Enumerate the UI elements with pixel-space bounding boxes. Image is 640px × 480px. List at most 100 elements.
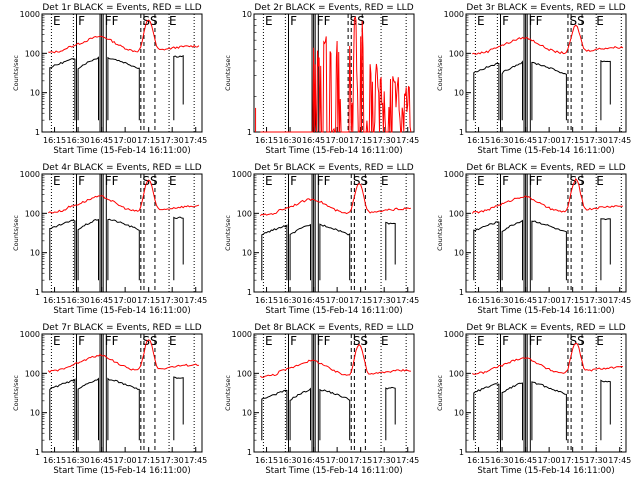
x-tick-label: 17:30 bbox=[373, 456, 396, 465]
x-tick-label: 17:30 bbox=[161, 136, 184, 145]
x-axis-label: Start Time (15-Feb-14 16:11:00) bbox=[477, 306, 614, 316]
y-tick-label: 100 bbox=[449, 369, 464, 378]
events-series-line bbox=[319, 388, 351, 441]
x-tick-label: 17:30 bbox=[373, 136, 396, 145]
y-tick-label: 1 bbox=[459, 288, 464, 297]
y-tick-label: 100 bbox=[237, 209, 252, 218]
marker-label: E bbox=[265, 334, 273, 348]
x-tick-label: 17:00 bbox=[114, 136, 137, 145]
events-series-line bbox=[261, 224, 288, 281]
panel-title: Det 1r BLACK = Events, RED = LLD bbox=[42, 3, 201, 13]
y-tick-label: 10 bbox=[454, 409, 464, 418]
lld-series-line bbox=[472, 24, 624, 55]
x-tick-label: 16:45 bbox=[514, 296, 537, 305]
marker-label: F bbox=[290, 174, 297, 188]
y-tick-label: 10 bbox=[30, 89, 40, 98]
y-tick-label: 100 bbox=[449, 49, 464, 58]
y-tick-label: 10 bbox=[242, 10, 252, 19]
x-tick-label: 16:45 bbox=[90, 296, 113, 305]
x-tick-label: 16:45 bbox=[514, 456, 537, 465]
y-axis-label: Counts/sec bbox=[224, 375, 232, 411]
x-tick-label: 16:30 bbox=[279, 296, 302, 305]
x-axis-label: Start Time (15-Feb-14 16:11:00) bbox=[265, 466, 402, 476]
plot-frame bbox=[41, 13, 203, 133]
x-tick-label: 17:45 bbox=[184, 456, 207, 465]
marker-label: FF bbox=[529, 334, 543, 348]
lld-series-line bbox=[47, 339, 199, 373]
panel-title: Det 8r BLACK = Events, RED = LLD bbox=[254, 323, 413, 333]
marker-label: F bbox=[502, 334, 509, 348]
marker-label: E bbox=[596, 14, 604, 28]
y-tick-label: 1 bbox=[459, 128, 464, 137]
events-series-line bbox=[501, 60, 523, 121]
marker-label: FF bbox=[105, 174, 119, 188]
x-axis-label: Start Time (15-Feb-14 16:11:00) bbox=[53, 306, 190, 316]
marker-label: E bbox=[265, 14, 273, 28]
y-tick-label: 1000 bbox=[232, 330, 252, 339]
x-tick-label: 17:30 bbox=[373, 296, 396, 305]
events-series-line bbox=[173, 216, 184, 281]
x-tick-label: 17:15 bbox=[561, 456, 584, 465]
y-tick-label: 100 bbox=[449, 209, 464, 218]
marker-label: F bbox=[290, 334, 297, 348]
plot-frame bbox=[253, 333, 415, 453]
events-series-line bbox=[531, 381, 567, 441]
x-tick-label: 17:15 bbox=[349, 456, 372, 465]
marker-label: E bbox=[596, 174, 604, 188]
y-tick-label: 10 bbox=[242, 409, 252, 418]
x-tick-label: 17:45 bbox=[396, 296, 419, 305]
x-tick-label: 16:15 bbox=[467, 136, 490, 145]
marker-label: SS bbox=[350, 14, 365, 28]
x-tick-label: 16:45 bbox=[90, 136, 113, 145]
x-axis-label: Start Time (15-Feb-14 16:11:00) bbox=[265, 146, 402, 156]
x-tick-label: 17:45 bbox=[608, 296, 631, 305]
x-tick-label: 17:00 bbox=[326, 456, 349, 465]
marker-label: FF bbox=[317, 174, 331, 188]
y-tick-label: 1 bbox=[35, 128, 40, 137]
panel-title: Det 6r BLACK = Events, RED = LLD bbox=[466, 163, 625, 173]
panel-det-4: Det 4r BLACK = Events, RED = LLD 1 10 100 10… bbox=[12, 163, 207, 316]
panel-det-3: Det 3r BLACK = Events, RED = LLD 1 10 100 10… bbox=[436, 3, 631, 156]
x-tick-label: 17:15 bbox=[349, 296, 372, 305]
y-tick-label: 100 bbox=[25, 369, 40, 378]
x-tick-label: 16:15 bbox=[255, 456, 278, 465]
events-series-line bbox=[501, 219, 523, 281]
x-tick-label: 17:15 bbox=[349, 136, 372, 145]
y-tick-label: 1 bbox=[35, 288, 40, 297]
events-series-line bbox=[49, 378, 76, 441]
y-tick-label: 10 bbox=[30, 409, 40, 418]
x-tick-label: 17:45 bbox=[184, 136, 207, 145]
events-series-line bbox=[600, 379, 611, 441]
y-tick-label: 100 bbox=[25, 209, 40, 218]
plot-frame bbox=[41, 333, 203, 453]
y-tick-label: 10 bbox=[454, 89, 464, 98]
plot-frame bbox=[41, 173, 203, 293]
y-tick-label: 10 bbox=[454, 249, 464, 258]
lld-series-line bbox=[472, 342, 623, 375]
x-axis-label: Start Time (15-Feb-14 16:11:00) bbox=[265, 306, 402, 316]
marker-label: SS bbox=[353, 174, 368, 188]
marker-label: FF bbox=[105, 14, 119, 28]
x-tick-label: 16:15 bbox=[43, 456, 66, 465]
marker-label: E bbox=[53, 174, 61, 188]
marker-label: E bbox=[381, 174, 389, 188]
marker-label: SS bbox=[353, 334, 368, 348]
x-tick-label: 17:00 bbox=[326, 296, 349, 305]
events-series-line bbox=[600, 218, 611, 281]
y-tick-label: 1000 bbox=[20, 10, 40, 19]
lld-series-line bbox=[471, 177, 623, 214]
marker-label: E bbox=[169, 14, 177, 28]
panel-title: Det 3r BLACK = Events, RED = LLD bbox=[466, 3, 625, 13]
marker-label: FF bbox=[529, 14, 543, 28]
marker-label: F bbox=[78, 14, 85, 28]
events-series-line bbox=[289, 223, 311, 281]
events-series-line bbox=[107, 377, 140, 441]
x-tick-label: 16:15 bbox=[467, 296, 490, 305]
y-tick-label: 10 bbox=[30, 249, 40, 258]
marker-label: E bbox=[477, 14, 485, 28]
events-series-line bbox=[385, 386, 396, 441]
plot-frame bbox=[253, 173, 415, 293]
marker-label: E bbox=[53, 14, 61, 28]
y-tick-label: 1 bbox=[247, 448, 252, 457]
events-series-line bbox=[261, 389, 288, 441]
